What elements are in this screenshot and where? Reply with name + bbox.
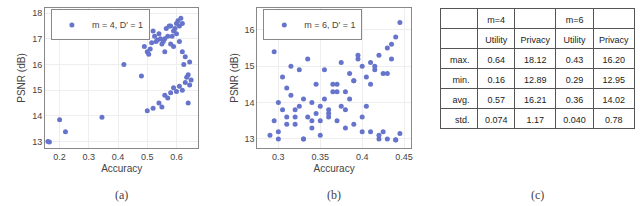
svg-text:0.2: 0.2 — [53, 152, 66, 162]
svg-text:17: 17 — [32, 34, 42, 44]
svg-text:PSNR (dB): PSNR (dB) — [229, 53, 240, 102]
svg-text:0.57: 0.57 — [487, 95, 505, 105]
svg-text:0.3: 0.3 — [83, 152, 96, 162]
svg-text:14: 14 — [245, 98, 255, 108]
svg-text:18.12: 18.12 — [524, 55, 547, 65]
svg-text:0.16: 0.16 — [487, 75, 505, 85]
svg-text:18: 18 — [32, 8, 42, 18]
svg-text:std.: std. — [455, 115, 470, 125]
svg-text:12.89: 12.89 — [524, 75, 547, 85]
svg-text:12.95: 12.95 — [602, 75, 625, 85]
svg-text:(c): (c) — [531, 188, 544, 202]
svg-text:16.21: 16.21 — [524, 95, 547, 105]
svg-text:0.074: 0.074 — [485, 115, 508, 125]
svg-text:13: 13 — [245, 134, 255, 144]
svg-text:Accuracy: Accuracy — [101, 163, 142, 174]
svg-text:Accuracy: Accuracy — [314, 163, 355, 174]
svg-text:15: 15 — [245, 61, 255, 71]
svg-text:PSNR (dB): PSNR (dB) — [16, 53, 27, 102]
svg-text:0.36: 0.36 — [566, 95, 584, 105]
svg-text:0.4: 0.4 — [356, 152, 369, 162]
svg-text:max.: max. — [450, 55, 470, 65]
svg-text:0.5: 0.5 — [141, 152, 154, 162]
svg-text:avg.: avg. — [453, 95, 470, 105]
svg-text:Utility: Utility — [485, 35, 507, 45]
svg-text:16.20: 16.20 — [602, 55, 625, 65]
svg-text:0.3: 0.3 — [272, 152, 285, 162]
svg-text:0.78: 0.78 — [605, 115, 623, 125]
svg-text:0.45: 0.45 — [395, 152, 413, 162]
svg-text:0.6: 0.6 — [170, 152, 183, 162]
svg-text:Privacy: Privacy — [599, 35, 629, 45]
svg-text:13: 13 — [32, 137, 42, 147]
svg-text:0.35: 0.35 — [312, 152, 330, 162]
svg-text:1.17: 1.17 — [527, 115, 545, 125]
svg-text:0.29: 0.29 — [566, 75, 584, 85]
svg-text:m = 6, D′ = 1: m = 6, D′ = 1 — [304, 20, 355, 30]
svg-text:Privacy: Privacy — [521, 35, 551, 45]
svg-text:0.040: 0.040 — [563, 115, 586, 125]
svg-text:0.64: 0.64 — [487, 55, 505, 65]
svg-text:m=6: m=6 — [566, 15, 584, 25]
svg-text:Utility: Utility — [564, 35, 586, 45]
svg-text:(b): (b) — [327, 188, 341, 202]
svg-text:14.02: 14.02 — [602, 95, 625, 105]
svg-text:0.43: 0.43 — [566, 55, 584, 65]
svg-text:min.: min. — [453, 75, 470, 85]
svg-text:16: 16 — [245, 25, 255, 35]
svg-text:0.4: 0.4 — [112, 152, 125, 162]
svg-text:m=4: m=4 — [487, 15, 505, 25]
svg-text:14: 14 — [32, 111, 42, 121]
svg-text:16: 16 — [32, 60, 42, 70]
svg-text:m = 4, D′ = 1: m = 4, D′ = 1 — [92, 20, 143, 30]
svg-text:15: 15 — [32, 85, 42, 95]
svg-text:(a): (a) — [115, 188, 128, 202]
